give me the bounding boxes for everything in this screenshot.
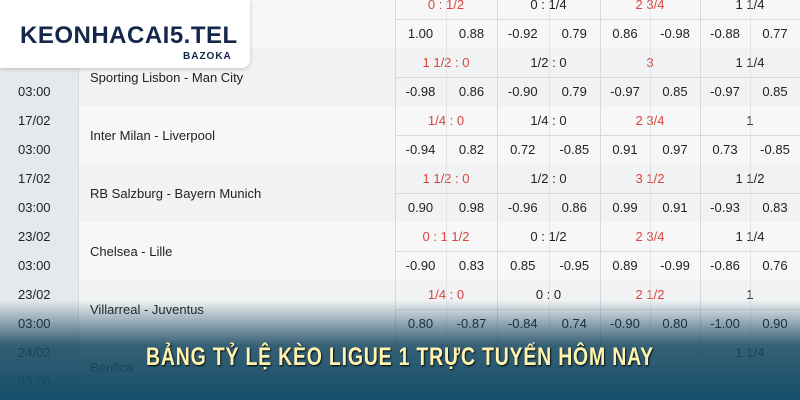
handicap: 1/2 : 0 [530, 55, 567, 70]
odds: 0.88 [458, 26, 485, 41]
col-line [497, 0, 498, 400]
handicap: 1 1/4 [735, 0, 765, 12]
match-date: 17/02 [18, 171, 51, 186]
odds: 0.86 [561, 200, 587, 215]
col-line [395, 0, 396, 400]
odds: 0.76 [762, 258, 788, 273]
odds: 0.85 [510, 258, 536, 273]
banner-title: BẢNG TỶ LỆ KÈO LIGUE 1 TRỰC TUYẾN HÔM NA… [146, 343, 654, 371]
handicap: 0 : 1/2 [427, 0, 465, 12]
half-line [395, 135, 800, 136]
odds: -0.93 [710, 200, 740, 215]
handicap: 2 3/4 [635, 229, 665, 244]
col-line [700, 0, 701, 400]
handicap: 1 [700, 106, 800, 135]
handicap: 0 : 0 [535, 287, 562, 302]
handicap: 1/4 : 0 [427, 113, 465, 128]
odds: 1.00 [407, 26, 434, 41]
time-col [0, 106, 78, 164]
match-name: Sporting Lisbon - Man City [90, 69, 244, 85]
odds: -0.98 [660, 26, 690, 41]
half-line [395, 251, 800, 252]
odds: 0.86 [612, 26, 638, 41]
handicap: 1 1/4 [735, 229, 765, 244]
match-name: RB Salzburg - Bayern Munich [90, 185, 262, 201]
handicap: 1/4 : 0 [427, 287, 465, 302]
odds: 0.83 [458, 258, 485, 273]
odds: -0.90 [507, 84, 538, 99]
sub-col-line [750, 0, 751, 400]
half-line [395, 77, 800, 78]
odds: 0.79 [561, 26, 587, 41]
handicap: 2 3/4 [635, 113, 665, 128]
match-date: 23/02 [18, 287, 51, 302]
handicap: 1 1/2 [735, 171, 765, 186]
sub-col-line [548, 0, 550, 400]
half-line [395, 19, 800, 20]
match-time: 03:00 [18, 84, 51, 99]
odds: -0.90 [405, 258, 436, 273]
odds: -0.92 [507, 26, 538, 41]
col-line [600, 0, 601, 400]
match-name: Inter Milan - Liverpool [90, 127, 215, 143]
odds: 0.86 [458, 84, 485, 99]
handicap: 1 [700, 280, 800, 309]
odds: -0.97 [710, 84, 740, 99]
match-name: Chelsea - Lille [90, 243, 173, 259]
odds: -0.98 [405, 84, 436, 99]
odds: -0.95 [559, 258, 590, 273]
handicap: 1 1/2 : 0 [422, 171, 470, 186]
odds: -0.97 [610, 84, 640, 99]
odds: 0.98 [458, 200, 485, 215]
handicap: 0 : 1/2 [530, 229, 567, 244]
logo-name: KEONHACAI5.TEL [20, 22, 238, 49]
sub-col-line [446, 0, 447, 400]
col-line [78, 0, 79, 400]
handicap: 2 1/2 [635, 287, 665, 302]
handicap: 3 [600, 48, 700, 77]
odds: 0.89 [612, 258, 638, 273]
odds: 0.85 [762, 84, 788, 99]
handicap: 2 3/4 [635, 0, 665, 12]
match-time: 03:00 [18, 200, 51, 215]
logo-sub: BAZOKA [183, 51, 232, 62]
odds: 0.77 [762, 26, 788, 41]
odds: 0.85 [662, 84, 688, 99]
handicap: 1 1/2 : 0 [422, 55, 470, 70]
match-time: 03:00 [18, 258, 51, 273]
odds: 0.97 [662, 142, 688, 157]
handicap: 1 1/4 [735, 55, 765, 70]
handicap: 3 1/2 [635, 171, 665, 186]
time-col [0, 222, 78, 280]
odds: -0.94 [405, 142, 436, 157]
odds: -0.85 [760, 142, 790, 157]
odds: 0.73 [712, 142, 738, 157]
handicap: 1/4 : 0 [530, 113, 567, 128]
match-date: 17/02 [18, 113, 51, 128]
banner-fade [0, 300, 800, 400]
handicap: 0 : 1 1/2 [422, 229, 470, 244]
odds: -0.86 [710, 258, 740, 273]
match-time: 03:00 [18, 142, 51, 157]
odds: -0.96 [507, 200, 538, 215]
logo[interactable]: KEONHACAI5.TEL BAZOKA [0, 0, 250, 68]
sub-col-line [650, 0, 651, 400]
odds: -0.85 [559, 142, 590, 157]
odds: 0.99 [612, 200, 638, 215]
odds: -0.88 [710, 26, 740, 41]
time-col [0, 164, 78, 222]
odds: 0.83 [762, 200, 788, 215]
odds: 0.82 [458, 142, 485, 157]
handicap: 1/2 : 0 [530, 171, 567, 186]
handicap: 0 : 1/4 [530, 0, 567, 12]
match-date: 23/02 [18, 229, 51, 244]
half-line [395, 193, 800, 194]
odds: 0.91 [662, 200, 688, 215]
odds: -0.99 [660, 258, 690, 273]
odds: 0.79 [561, 84, 587, 99]
odds: 0.72 [510, 142, 536, 157]
odds: 0.91 [612, 142, 638, 157]
odds: 0.90 [407, 200, 434, 215]
